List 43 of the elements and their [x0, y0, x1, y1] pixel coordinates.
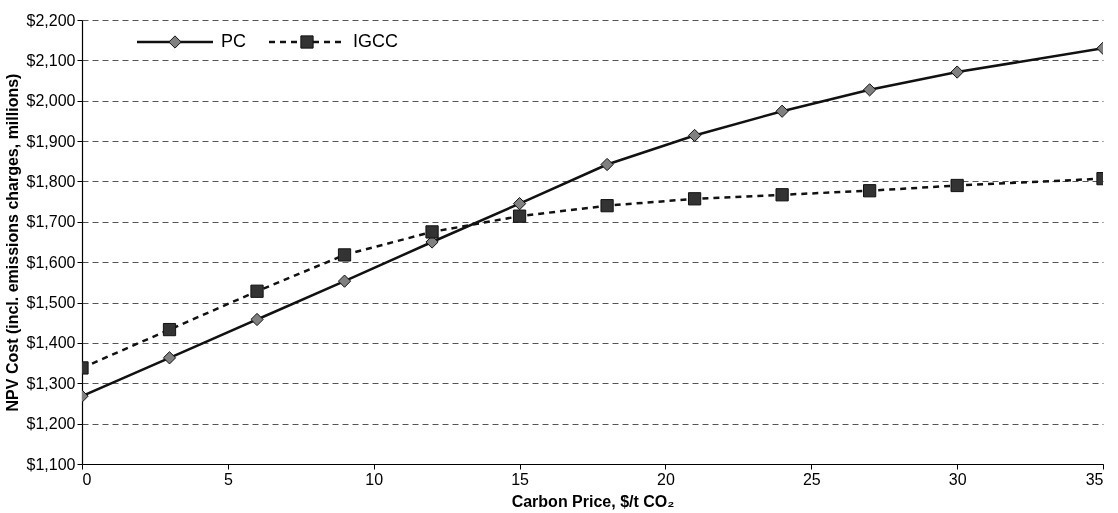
point — [250, 312, 264, 327]
x-tick-label: 10 — [365, 470, 384, 488]
point — [775, 104, 789, 118]
y-tick-label: $1,900 — [26, 132, 76, 150]
y-tick-label: $1,700 — [26, 213, 76, 231]
y-tick-label: $1,400 — [26, 334, 76, 352]
point — [337, 248, 352, 262]
point — [337, 274, 352, 288]
y-tick-label: $2,000 — [26, 92, 76, 110]
point — [162, 322, 177, 337]
point — [863, 83, 877, 97]
x-tick-label: 20 — [657, 470, 675, 488]
point — [687, 128, 702, 143]
y-tick-label: $2,100 — [26, 51, 76, 69]
point — [950, 65, 964, 79]
point — [950, 178, 964, 193]
x-tick-label: 5 — [223, 470, 233, 488]
point — [600, 157, 614, 172]
x-tick-label: 0 — [82, 470, 92, 488]
point — [425, 225, 439, 239]
point — [863, 184, 877, 198]
y-axis-title: NPV Cost (incl. emissions charges, millions) — [3, 73, 21, 412]
point — [512, 209, 527, 223]
point — [687, 192, 702, 206]
point — [512, 197, 527, 211]
x-tick-label: 25 — [802, 470, 821, 488]
legend-label: IGCC — [353, 31, 398, 51]
y-tick-label: $1,600 — [26, 253, 76, 271]
y-tick-label: $1,800 — [26, 172, 76, 190]
y-tick-label: $1,300 — [26, 374, 76, 392]
y-tick-label: $1,100 — [26, 455, 76, 473]
point — [250, 284, 264, 298]
point — [600, 199, 614, 213]
y-tick-label: $2,200 — [26, 11, 76, 29]
x-tick-label: 15 — [511, 470, 530, 488]
x-axis-title: Carbon Price, $/t CO₂ — [511, 492, 675, 510]
point — [162, 351, 177, 365]
point — [775, 188, 789, 202]
x-tick-label: 35 — [1085, 470, 1104, 488]
x-tick-label: 30 — [948, 470, 967, 488]
legend-label: PC — [221, 31, 247, 51]
y-tick-label: $1,500 — [26, 294, 76, 312]
y-tick-label: $1,200 — [26, 415, 76, 433]
